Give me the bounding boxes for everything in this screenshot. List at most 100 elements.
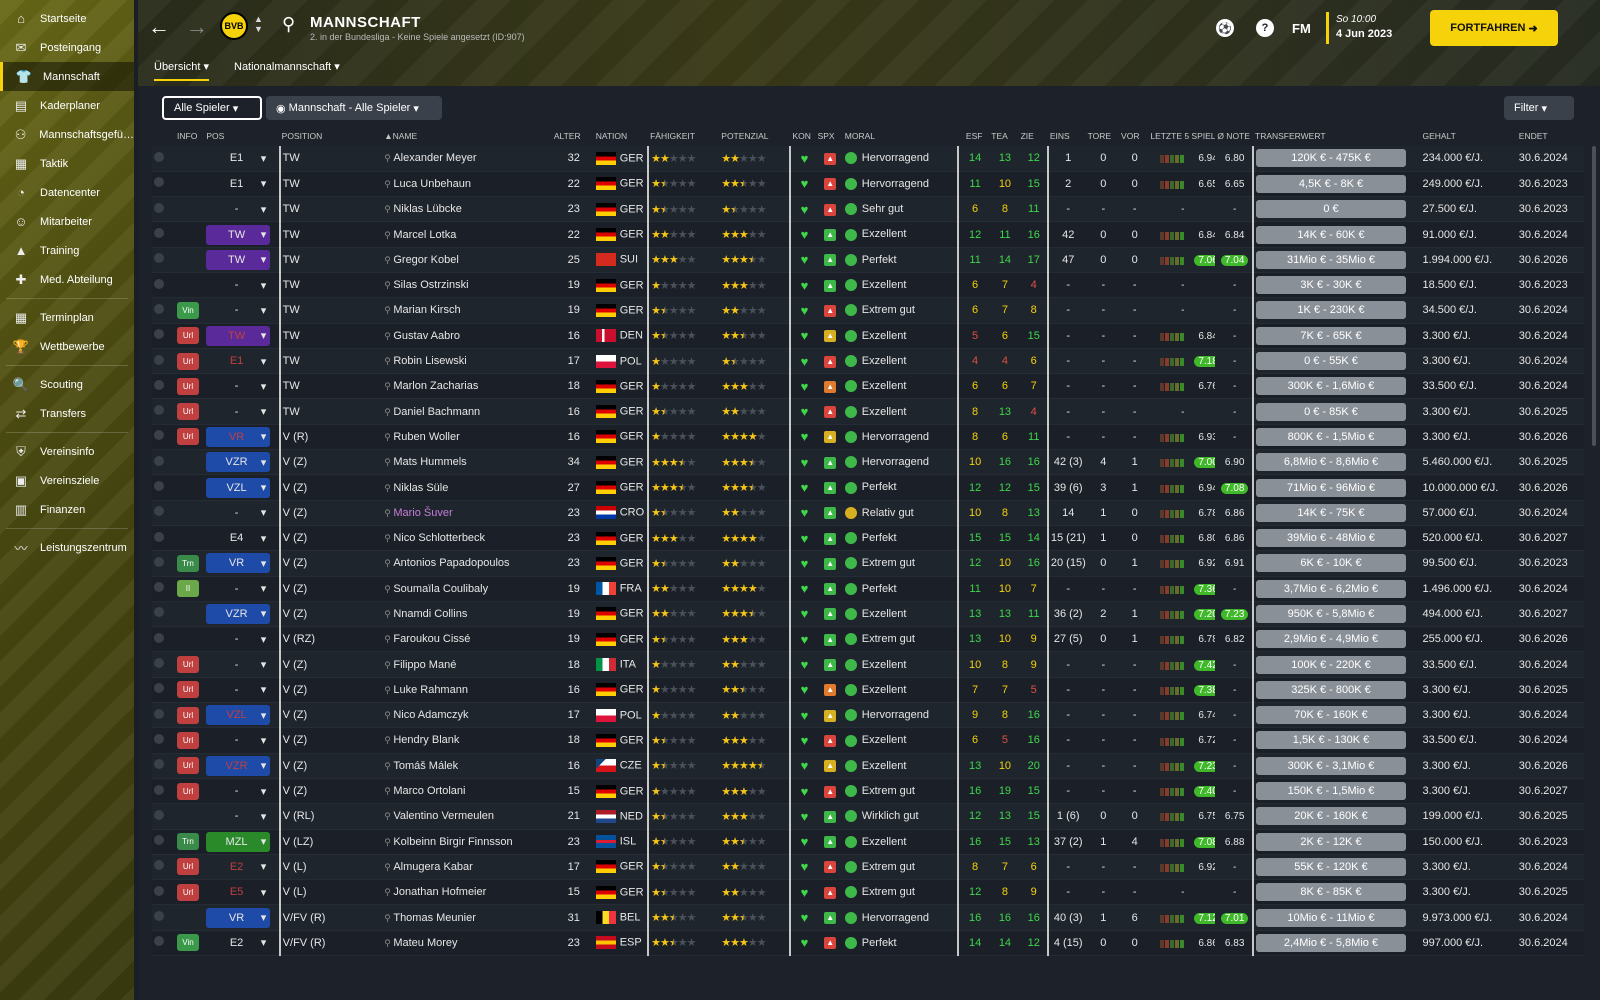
position-select[interactable]: VZR ▾ — [206, 603, 271, 624]
player-name[interactable]: Marlon Zacharias — [393, 380, 479, 393]
table-row[interactable]: Trn MZL ▾ V (LZ) ⚲ Kolbeinn Birgir Finnsson 2… — [152, 829, 1584, 855]
table-row[interactable]: Url - ▾ TW ⚲ Daniel Bachmann 16 GER ★★★★★ ★★★★★ ♥… — [152, 398, 1584, 425]
player-name[interactable]: Daniel Bachmann — [393, 405, 481, 418]
row-select-checkbox[interactable] — [154, 506, 164, 517]
position-select[interactable]: VR ▾ — [206, 907, 271, 928]
position-select[interactable]: - ▾ — [206, 402, 270, 422]
row-select-checkbox[interactable] — [154, 531, 164, 542]
row-select-checkbox[interactable] — [154, 683, 164, 694]
column-header[interactable] — [152, 126, 175, 146]
scrollbar[interactable] — [1592, 146, 1596, 446]
table-row[interactable]: Url - ▾ V (Z) ⚲ Luke Rahmann 16 GER ★★★★★ ★★★★★ ♥… — [152, 677, 1584, 704]
table-row[interactable]: - ▾ V (Z) ⚲ Mario Šuver 23 CRO ★★★★★ ★★★★★ ♥ ▲ Rel… — [152, 500, 1584, 526]
position-select[interactable]: MZL ▾ — [206, 831, 271, 852]
column-header[interactable]: ZIE — [1020, 131, 1034, 141]
player-name[interactable]: Marcel Lotka — [393, 228, 457, 241]
back-arrow-icon[interactable]: ← — [148, 14, 170, 39]
table-row[interactable]: - ▾ TW ⚲ Silas Ostrzinski 19 GER ★★★★★ ★★★★★ ♥ ▲ E… — [152, 272, 1584, 299]
position-select[interactable]: E1 ▾ — [206, 174, 270, 194]
column-header[interactable]: Ø NOTE — [1217, 131, 1250, 141]
column-header[interactable]: POTENZIAL — [721, 131, 769, 141]
player-name[interactable]: Niklas Süle — [393, 481, 449, 494]
row-select-checkbox[interactable] — [154, 911, 164, 922]
row-select-checkbox[interactable] — [154, 860, 164, 871]
row-select-checkbox[interactable] — [154, 278, 164, 289]
position-select[interactable]: VZR ▾ — [206, 755, 271, 776]
player-name[interactable]: Tomáš Málek — [393, 759, 459, 772]
search-icon[interactable]: ⚲ — [282, 14, 296, 34]
table-row[interactable]: - ▾ TW ⚲ Niklas Lübcke 23 GER ★★★★★ ★★★★★ ♥ ▲ Sehr… — [152, 196, 1584, 223]
row-select-checkbox[interactable] — [154, 151, 164, 162]
player-name[interactable]: Faroukou Cissé — [393, 633, 471, 646]
table-row[interactable]: Url VZL ▾ V (Z) ⚲ Nico Adamczyk 17 POL ★★★★★ ★★★… — [152, 702, 1584, 729]
player-name[interactable]: Mats Hummels — [393, 456, 467, 469]
table-row[interactable]: VZL ▾ V (Z) ⚲ Niklas Süle 27 GER ★★★★★ ★★★★★ ♥ ▲ P… — [152, 474, 1584, 501]
player-name[interactable]: Kolbeinn Birgir Finnsson — [393, 835, 513, 848]
position-select[interactable]: E4 ▾ — [206, 528, 270, 548]
row-select-checkbox[interactable] — [154, 632, 164, 643]
row-select-checkbox[interactable] — [154, 835, 164, 846]
row-select-checkbox[interactable] — [154, 556, 164, 567]
forward-arrow-icon[interactable]: → — [186, 14, 208, 39]
table-row[interactable]: Url - ▾ V (Z) ⚲ Marco Ortolani 15 GER ★★★★★ ★★★★… — [152, 778, 1584, 805]
table-row[interactable]: Url TW ▾ TW ⚲ Gustav Aabro 16 DEN ★★★★★ ★★★★★ ♥ ▲ E… — [152, 323, 1584, 349]
row-select-checkbox[interactable] — [154, 354, 164, 365]
sidebar-item-med-abteilung[interactable]: ✚ Med. Abteilung — [0, 265, 134, 294]
player-name[interactable]: Hendry Blank — [393, 734, 460, 747]
column-header[interactable]: FÄHIGKEIT — [650, 131, 695, 141]
row-select-checkbox[interactable] — [154, 430, 164, 441]
player-name[interactable]: Gustav Aabro — [393, 329, 460, 342]
player-name[interactable]: Thomas Meunier — [393, 911, 476, 924]
sidebar-item-startseite[interactable]: ⌂ Startseite — [0, 4, 134, 33]
player-name[interactable]: Jonathan Hofmeier — [393, 886, 487, 899]
position-select[interactable]: VZL ▾ — [206, 705, 271, 726]
club-switch-icon[interactable]: ▲ ▼ — [254, 14, 263, 34]
player-name[interactable]: Gregor Kobel — [393, 253, 459, 266]
column-header[interactable]: ALTER — [553, 131, 581, 141]
row-select-checkbox[interactable] — [154, 329, 164, 340]
player-name[interactable]: Niklas Lübcke — [393, 203, 462, 216]
position-select[interactable]: TW ▾ — [206, 249, 271, 270]
fm-logo[interactable]: FM — [1292, 21, 1311, 36]
sidebar-item-vereinsinfo[interactable]: ⛨ Vereinsinfo — [0, 437, 134, 466]
player-name[interactable]: Alexander Meyer — [393, 152, 477, 165]
position-select[interactable]: TW ▾ — [206, 325, 271, 346]
position-select[interactable]: - ▾ — [206, 376, 270, 396]
sidebar-item-mitarbeiter[interactable]: ☺ Mitarbeiter — [0, 207, 134, 236]
player-name[interactable]: Marian Kirsch — [393, 304, 461, 317]
sidebar-item-posteingang[interactable]: ✉ Posteingang — [0, 33, 134, 62]
sidebar-item-taktik[interactable]: ▦ Taktik — [0, 149, 134, 178]
sidebar-item-finanzen[interactable]: ▥ Finanzen — [0, 495, 134, 524]
continue-button[interactable]: FORTFAHREN ➜ — [1430, 10, 1558, 46]
sidebar-item-terminplan[interactable]: ▦ Terminplan — [0, 303, 134, 332]
row-select-checkbox[interactable] — [154, 809, 164, 820]
table-row[interactable]: Url VZR ▾ V (Z) ⚲ Tomáš Málek 16 CZE ★★★★★ ★★★★★… — [152, 753, 1584, 779]
row-select-checkbox[interactable] — [154, 885, 164, 896]
player-name[interactable]: Luke Rahmann — [393, 683, 468, 696]
position-select[interactable]: - ▾ — [206, 275, 270, 295]
row-select-checkbox[interactable] — [154, 708, 164, 719]
table-row[interactable]: II - ▾ V (Z) ⚲ Soumaïla Coulibaly 19 FRA ★★★★★ ★… — [152, 576, 1584, 602]
sidebar-item-mannschaftsgefü-[interactable]: ⚇ Mannschaftsgefü… — [0, 120, 134, 149]
player-name[interactable]: Luca Unbehaun — [393, 177, 472, 190]
table-row[interactable]: TW ▾ TW ⚲ Gregor Kobel 25 SUI ★★★★★ ★★★★★ ♥ ▲ Perf… — [152, 247, 1584, 273]
column-header[interactable]: SPX — [817, 131, 835, 141]
position-select[interactable]: - ▾ — [206, 300, 270, 320]
table-row[interactable]: Url VR ▾ V (R) ⚲ Ruben Woller 16 GER ★★★★★ ★★★★★… — [152, 424, 1584, 451]
sidebar-item-kaderplaner[interactable]: ▤ Kaderplaner — [0, 91, 134, 120]
position-select[interactable]: - ▾ — [206, 680, 270, 700]
position-select[interactable]: - ▾ — [206, 199, 270, 219]
column-header[interactable]: TRANSFERWERT — [1255, 131, 1326, 141]
column-header[interactable]: EINS — [1049, 131, 1070, 141]
position-select[interactable]: - ▾ — [206, 503, 270, 523]
player-name[interactable]: Valentino Vermeulen — [393, 810, 495, 823]
sidebar-item-leistungszentrum[interactable]: 〰 Leistungszentrum — [0, 533, 134, 562]
position-select[interactable]: E1 ▾ — [206, 148, 270, 168]
table-row[interactable]: Vin E2 ▾ V/FV (R) ⚲ Mateu Morey 23 ESP ★★★★★ ★★★… — [152, 930, 1584, 957]
row-select-checkbox[interactable] — [154, 379, 164, 390]
sidebar-item-datencenter[interactable]: ◔ Datencenter — [0, 178, 134, 207]
player-name[interactable]: Robin Lisewski — [393, 355, 467, 368]
row-select-checkbox[interactable] — [154, 607, 164, 618]
row-select-checkbox[interactable] — [154, 177, 164, 188]
sidebar-item-mannschaft[interactable]: 👕 Mannschaft — [0, 62, 134, 91]
